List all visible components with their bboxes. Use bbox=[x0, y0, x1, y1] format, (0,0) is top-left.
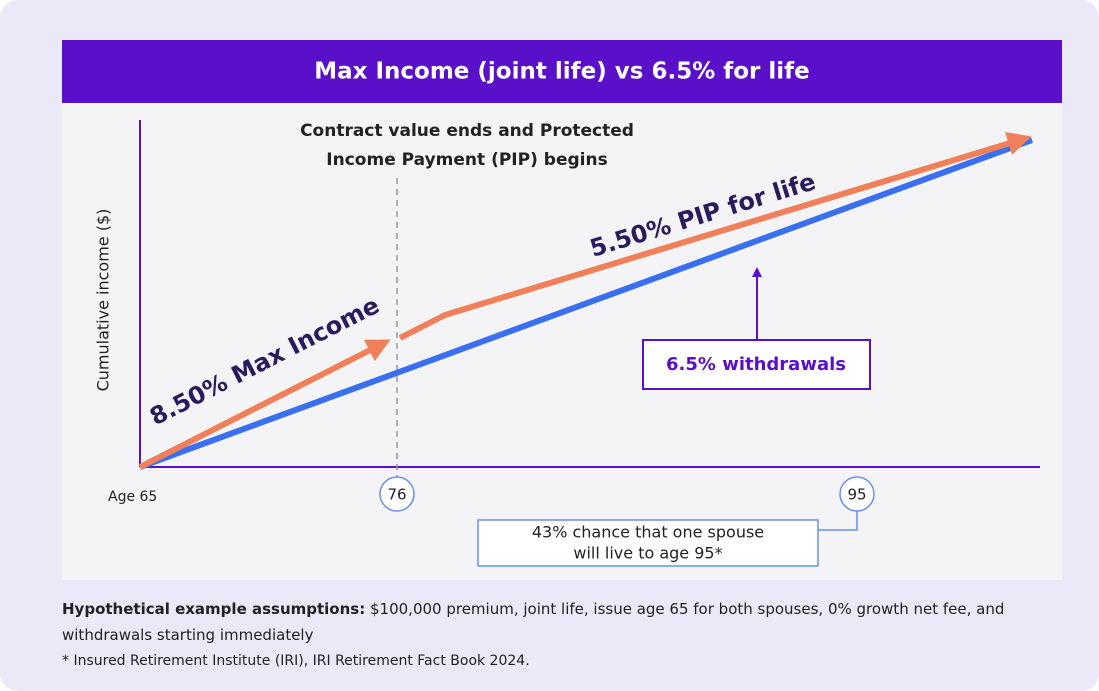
chart: Max Income (joint life) vs 6.5% for life… bbox=[62, 40, 1062, 580]
footer: Hypothetical example assumptions: $100,0… bbox=[62, 596, 1052, 674]
callout-box bbox=[477, 519, 819, 567]
connector bbox=[818, 511, 858, 531]
pip-line bbox=[398, 132, 1032, 341]
age-marker bbox=[379, 476, 415, 512]
annotation: Contract value ends and Protected bbox=[300, 121, 634, 141]
x-label: Age 65 bbox=[108, 489, 157, 505]
assumptions-text: $100,000 premium, joint life, issue age … bbox=[62, 600, 1005, 644]
callout-text: will live to age 95* bbox=[573, 544, 722, 563]
assumptions: Hypothetical example assumptions: $100,0… bbox=[62, 596, 1052, 648]
max-income-line bbox=[138, 339, 391, 470]
x-label: 76 bbox=[387, 486, 406, 504]
withdrawal-line bbox=[138, 137, 1034, 470]
callout-box bbox=[642, 339, 871, 390]
x-label: 95 bbox=[847, 486, 866, 504]
annotation: Income Payment (PIP) begins bbox=[326, 150, 607, 170]
header-band bbox=[62, 40, 1062, 103]
line-label: 6.5% withdrawals bbox=[666, 354, 846, 375]
assumptions-label: Hypothetical example assumptions: bbox=[62, 600, 366, 618]
y-axis-label: Cumulative income ($) bbox=[94, 209, 113, 392]
callout-text: 43% chance that one spouse bbox=[532, 523, 764, 542]
footnote: * Insured Retirement Institute (IRI), IR… bbox=[62, 653, 530, 669]
title: Max Income (joint life) vs 6.5% for life bbox=[314, 59, 810, 85]
